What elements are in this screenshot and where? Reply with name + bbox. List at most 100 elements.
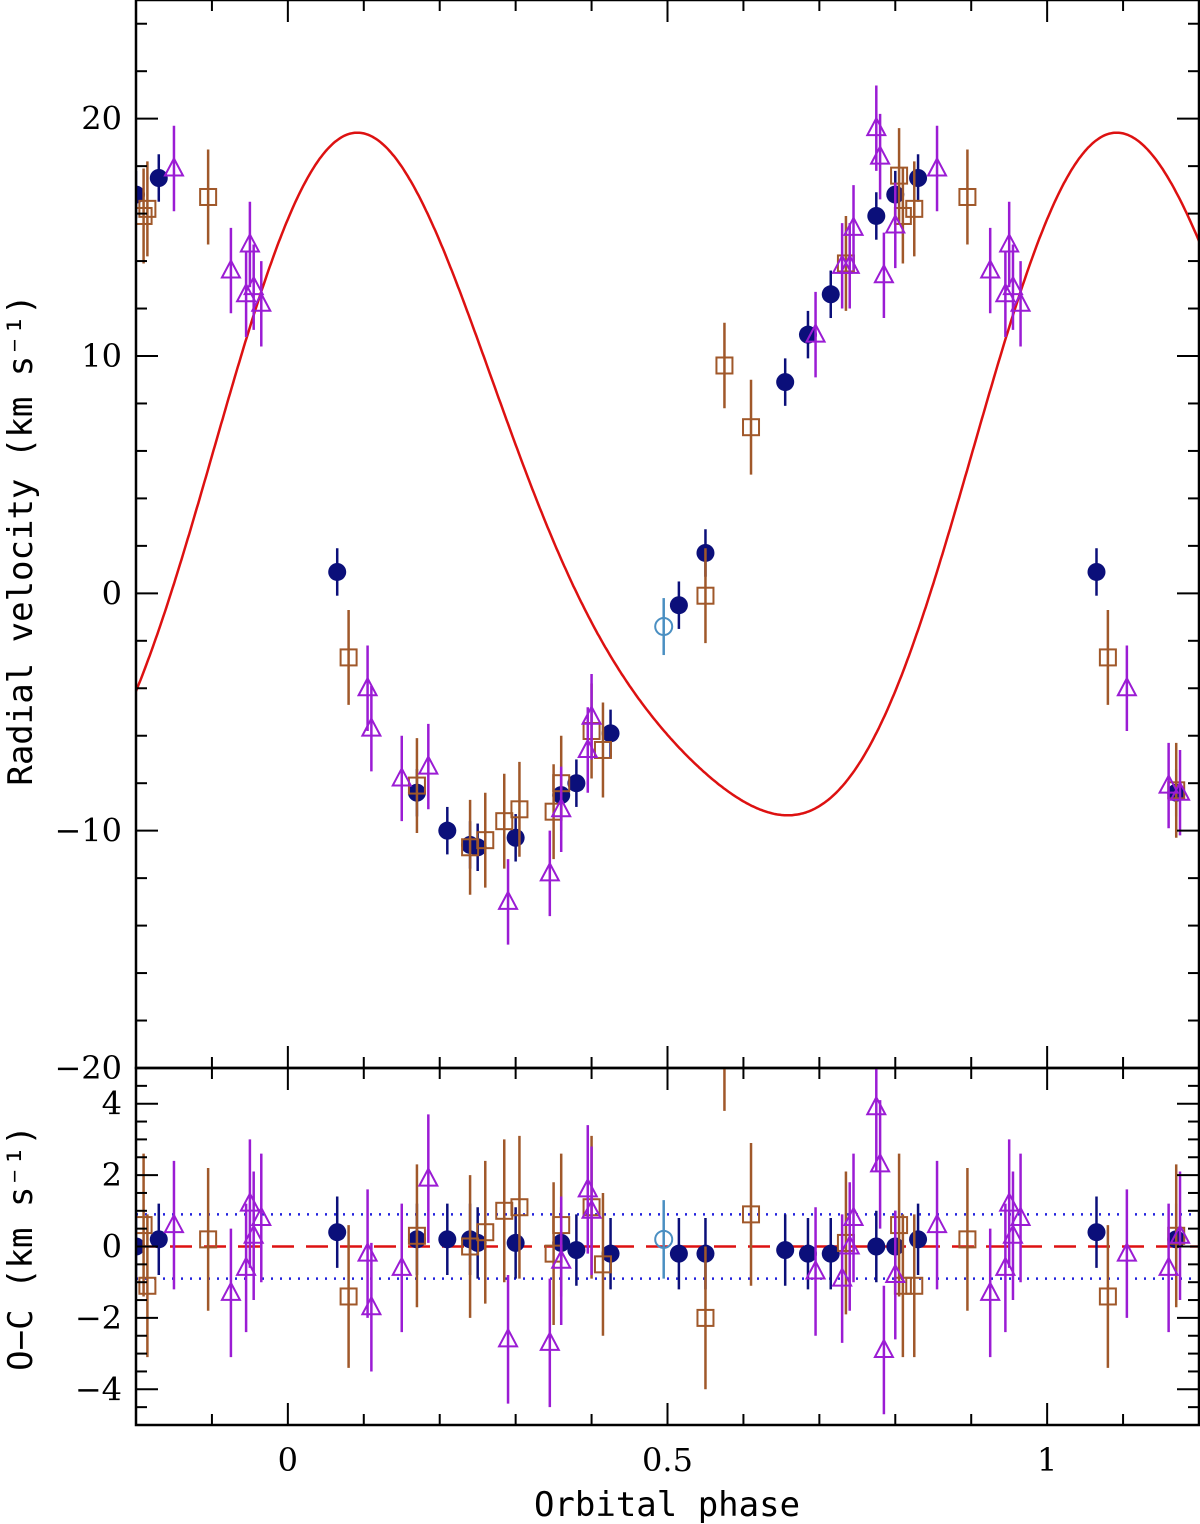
x-tick-label: 0.5 bbox=[642, 1441, 693, 1479]
series-open-circle bbox=[654, 598, 674, 656]
data-point bbox=[1002, 275, 1024, 296]
data-point bbox=[873, 263, 895, 284]
data-point bbox=[149, 169, 168, 187]
data-point bbox=[1169, 780, 1191, 801]
data-point bbox=[926, 1212, 948, 1234]
main-plot-area bbox=[136, 85, 1199, 945]
data-point bbox=[958, 1230, 977, 1249]
data-point bbox=[360, 1295, 383, 1316]
series-open-triangle bbox=[163, 1068, 1191, 1415]
data-point bbox=[1009, 291, 1032, 312]
data-point bbox=[220, 1280, 242, 1301]
data-point bbox=[539, 1330, 561, 1351]
data-point bbox=[476, 1223, 495, 1242]
data-point bbox=[506, 828, 525, 847]
data-point bbox=[867, 206, 886, 225]
data-point bbox=[1116, 1241, 1138, 1262]
data-point bbox=[199, 1230, 218, 1249]
data-point bbox=[873, 1337, 895, 1359]
data-point bbox=[550, 797, 572, 818]
data-point bbox=[1116, 676, 1138, 697]
data-point bbox=[243, 275, 265, 296]
data-point bbox=[1157, 773, 1180, 794]
y-tick-label: 0 bbox=[102, 574, 122, 612]
data-point bbox=[138, 1276, 157, 1295]
data-point bbox=[909, 1230, 928, 1249]
data-point bbox=[905, 199, 924, 218]
data-point bbox=[239, 232, 261, 253]
data-point bbox=[909, 169, 928, 187]
y-tick-label: −10 bbox=[54, 812, 122, 850]
data-point bbox=[407, 1226, 426, 1245]
data-point bbox=[905, 1276, 924, 1295]
data-point bbox=[1098, 648, 1117, 667]
data-point bbox=[136, 1216, 153, 1235]
data-point bbox=[998, 232, 1020, 253]
data-point bbox=[601, 1244, 620, 1263]
residual-axis-ticks: −4 −2 0 2 4 0 0.5 1 bbox=[75, 1067, 1200, 1479]
data-point bbox=[867, 1237, 886, 1256]
data-point bbox=[567, 1241, 586, 1260]
y-axis-title-residual: O−C (km s⁻¹) bbox=[1, 1125, 41, 1371]
data-point bbox=[842, 215, 865, 236]
data-point bbox=[417, 754, 439, 775]
data-point bbox=[417, 1166, 439, 1187]
data-point bbox=[328, 562, 347, 581]
data-point bbox=[567, 774, 586, 793]
data-point bbox=[476, 831, 495, 850]
data-point bbox=[1157, 1255, 1180, 1276]
data-point bbox=[715, 356, 734, 375]
data-point bbox=[391, 766, 413, 787]
y-tick-label: 2 bbox=[102, 1156, 122, 1194]
data-point bbox=[696, 1308, 715, 1327]
y-tick-label: 10 bbox=[81, 337, 122, 375]
data-point bbox=[798, 1244, 817, 1263]
data-point bbox=[869, 144, 891, 165]
data-point bbox=[391, 1255, 413, 1276]
main-axis-ticks: −20 −10 0 10 20 bbox=[54, 0, 1200, 1087]
data-point bbox=[250, 291, 272, 312]
series-open-triangle bbox=[163, 85, 1191, 945]
x-tick-label: 0 bbox=[278, 1441, 298, 1479]
data-point bbox=[1087, 1223, 1106, 1242]
x-axis-title: Orbital phase bbox=[534, 1485, 800, 1524]
data-point bbox=[539, 861, 561, 882]
data-point bbox=[742, 418, 761, 437]
data-point bbox=[1098, 1287, 1117, 1306]
data-point bbox=[163, 156, 185, 177]
data-point bbox=[339, 1287, 358, 1306]
data-point bbox=[580, 704, 603, 725]
data-point bbox=[593, 1255, 612, 1274]
data-point bbox=[804, 322, 827, 343]
data-point bbox=[979, 258, 1001, 279]
data-point bbox=[884, 1262, 906, 1284]
y-axis-title-main: Radial velocity (km s⁻¹) bbox=[1, 294, 41, 785]
data-point bbox=[1169, 1223, 1191, 1244]
residual-plot-area bbox=[136, 1068, 1199, 1415]
data-point bbox=[163, 1212, 185, 1234]
data-point bbox=[831, 1266, 853, 1287]
data-point bbox=[776, 373, 795, 392]
series-open-circle bbox=[654, 1200, 674, 1279]
data-point bbox=[776, 1241, 795, 1260]
data-point bbox=[149, 1230, 168, 1249]
data-point bbox=[1002, 1223, 1024, 1244]
x-tick-label: 1 bbox=[1037, 1441, 1057, 1479]
data-point bbox=[890, 166, 909, 185]
y-tick-label: −4 bbox=[75, 1370, 122, 1408]
data-point bbox=[328, 1223, 347, 1242]
data-point bbox=[580, 1198, 603, 1219]
data-point bbox=[1087, 562, 1106, 581]
data-point bbox=[495, 812, 514, 831]
data-point bbox=[804, 1259, 827, 1280]
data-point bbox=[890, 1216, 909, 1235]
data-point bbox=[742, 1205, 761, 1224]
data-point bbox=[821, 285, 840, 304]
data-point bbox=[884, 213, 906, 234]
data-point bbox=[360, 716, 383, 737]
data-point bbox=[438, 821, 457, 840]
data-point bbox=[461, 1237, 480, 1256]
residual-panel-frame bbox=[134, 1066, 1200, 1427]
data-point bbox=[654, 617, 674, 637]
